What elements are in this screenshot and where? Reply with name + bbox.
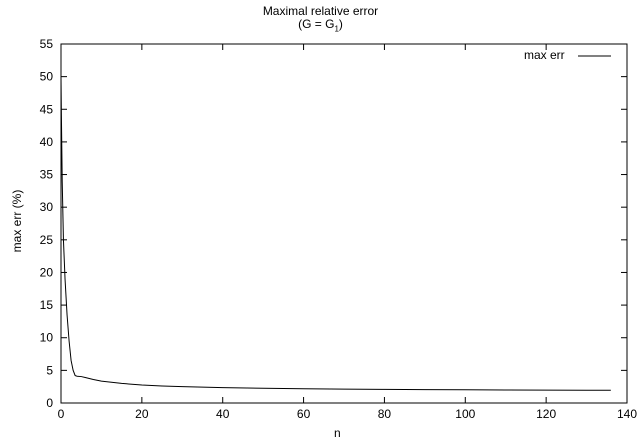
y-axis-label: max err (%) bbox=[10, 189, 24, 253]
series-group bbox=[60, 76, 611, 391]
x-tick-label: 120 bbox=[536, 407, 556, 421]
y-tick-label: 40 bbox=[40, 135, 54, 149]
y-tick-label: 15 bbox=[40, 298, 54, 312]
y-tick-label: 5 bbox=[46, 363, 53, 377]
y-tick-label: 25 bbox=[40, 233, 54, 247]
y-tick-label: 30 bbox=[40, 200, 54, 214]
plot-frame bbox=[60, 43, 628, 404]
y-tick-label: 50 bbox=[40, 70, 54, 84]
x-tick-label: 100 bbox=[455, 407, 475, 421]
x-axis-label: n bbox=[334, 426, 341, 440]
x-tick-label: 20 bbox=[135, 407, 149, 421]
series-line-max-err bbox=[60, 76, 611, 391]
y-tick-label: 20 bbox=[40, 265, 54, 279]
y-tick-label: 10 bbox=[40, 331, 54, 345]
y-tick-label: 35 bbox=[40, 168, 54, 182]
y-tick-label: 45 bbox=[40, 102, 54, 116]
axis-ticks: 0 20 40 60 80 100 120 140 0 5 10 15 20 25 30 35 40 45 50 55 bbox=[40, 37, 638, 421]
y-tick-label: 0 bbox=[46, 396, 53, 410]
chart-subtitle: (G = G1) bbox=[298, 17, 343, 34]
chart-title: Maximal relative error bbox=[262, 4, 379, 18]
x-tick-label: 40 bbox=[216, 407, 230, 421]
x-tick-label: 0 bbox=[58, 407, 65, 421]
x-tick-label: 60 bbox=[297, 407, 311, 421]
x-tick-label: 80 bbox=[378, 407, 392, 421]
x-tick-label: 140 bbox=[617, 407, 637, 421]
y-tick-label: 55 bbox=[40, 37, 54, 51]
legend-entry: max err bbox=[524, 48, 565, 62]
